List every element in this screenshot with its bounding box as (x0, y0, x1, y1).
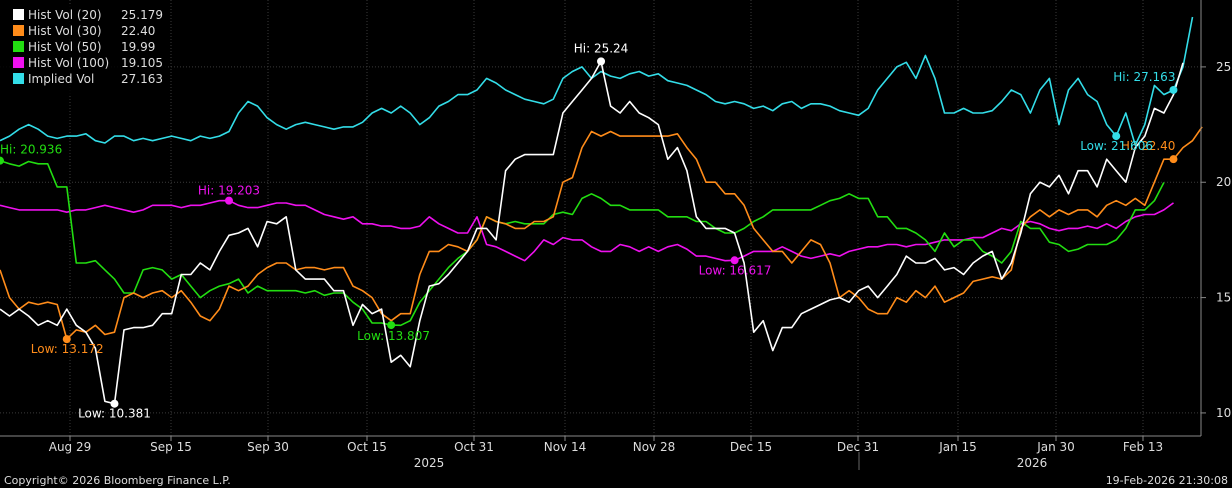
low-marker (1112, 132, 1121, 141)
hi-marker (1169, 155, 1178, 164)
hi-low-annotations: Hi: 25.24 Low: 10.381 Hi: 22.40 Low: 13.172… (0, 41, 1178, 421)
low-marker (730, 256, 739, 265)
y-tick-label: 15 (1216, 291, 1231, 305)
low-marker (387, 321, 396, 330)
x-tick-label: Feb 13 (1123, 440, 1163, 454)
hi-marker (224, 196, 233, 205)
hi-marker (1169, 85, 1178, 94)
timestamp-text: 19-Feb-2026 21:30:08 (1106, 474, 1228, 487)
legend-series-name: Implied Vol (28, 72, 94, 86)
series-line-hist-vol-100 (0, 199, 1174, 262)
x-tick-label: Nov 28 (633, 440, 676, 454)
legend-series-name: Hist Vol (20) (28, 8, 102, 22)
year-label-2025: 2025 (414, 456, 445, 470)
legend-series-value: 19.99 (121, 40, 155, 54)
low-label: Low: 13.172 (31, 342, 104, 356)
hi-label: Hi: 19.203 (198, 184, 260, 198)
x-tick-label: Dec 15 (730, 440, 772, 454)
hi-label: Hi: 20.936 (0, 143, 62, 157)
legend-swatch (13, 57, 24, 68)
hi-label: Hi: 22.40 (1121, 139, 1176, 153)
legend-swatch (13, 25, 24, 36)
axes: Aug 29 Sep 15 Sep 30 Oct 15 Oct 31 Nov 14 Nov … (0, 0, 1231, 470)
legend-background (0, 6, 168, 94)
legend: Hist Vol (20) 25.179 Hist Vol (30) 22.40 His… (0, 6, 168, 94)
legend-swatch (13, 9, 24, 20)
legend-series-name: Hist Vol (50) (28, 40, 102, 54)
grid-lines (0, 0, 1201, 436)
series-line-implied-vol (0, 16, 1194, 146)
series-line-hist-vol-20 (0, 60, 1184, 405)
x-tick-label: Oct 31 (454, 440, 494, 454)
legend-series-name: Hist Vol (100) (28, 56, 109, 70)
legend-swatch (13, 73, 24, 84)
x-tick-label: Oct 15 (347, 440, 387, 454)
legend-series-value: 19.105 (121, 56, 163, 70)
low-marker (62, 335, 71, 344)
x-tick-label: Sep 15 (150, 440, 192, 454)
x-tick-label: Nov 14 (544, 440, 587, 454)
low-label: Low: 13.807 (357, 329, 430, 343)
x-tick-label: Sep 30 (247, 440, 289, 454)
legend-series-value: 22.40 (121, 24, 155, 38)
hi-marker (0, 156, 4, 165)
legend-series-value: 27.163 (121, 72, 163, 86)
low-label: Low: 21.606 (1080, 139, 1153, 153)
legend-swatch (13, 41, 24, 52)
legend-series-name: Hist Vol (30) (28, 24, 102, 38)
low-label: Low: 10.381 (78, 407, 151, 421)
year-label-2026: 2026 (1017, 456, 1048, 470)
low-marker (110, 399, 119, 408)
y-axis-ticks: 10 15 20 25 (1201, 60, 1231, 420)
x-axis-ticks: Aug 29 Sep 15 Sep 30 Oct 15 Oct 31 Nov 14 Nov … (49, 436, 1163, 454)
y-tick-label: 10 (1216, 406, 1231, 420)
hi-label: Hi: 25.24 (574, 41, 629, 55)
x-tick-label: Dec 31 (837, 440, 879, 454)
y-tick-label: 25 (1216, 60, 1231, 74)
legend-series-value: 25.179 (121, 8, 163, 22)
x-tick-label: Jan 30 (1036, 440, 1075, 454)
x-tick-label: Jan 15 (938, 440, 977, 454)
series-line-hist-vol-50 (0, 159, 1165, 327)
low-label: Low: 16.617 (699, 263, 772, 277)
copyright-text: Copyright© 2026 Bloomberg Finance L.P. (4, 474, 231, 487)
x-tick-label: Aug 29 (49, 440, 92, 454)
series-lines (0, 16, 1203, 405)
hi-label: Hi: 27.163 (1113, 70, 1175, 84)
y-tick-label: 20 (1216, 175, 1231, 189)
hi-marker (597, 57, 606, 66)
